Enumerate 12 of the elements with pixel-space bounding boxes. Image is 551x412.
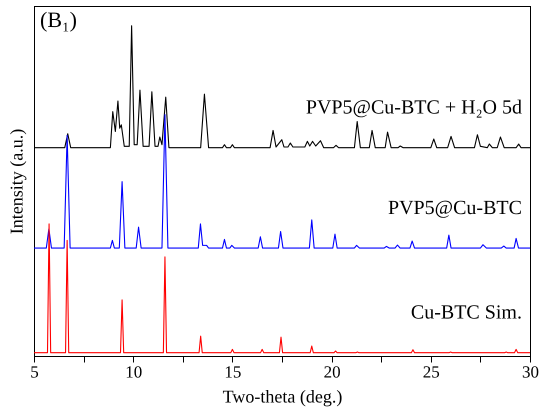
x-axis-title: Two-theta (deg.) xyxy=(222,386,342,406)
series-label: PVP5@Cu-BTC xyxy=(388,197,522,220)
x-tick-label: 15 xyxy=(224,362,242,382)
x-tick-label: 5 xyxy=(30,362,39,382)
chart-title: (B₁) xyxy=(40,7,77,32)
x-tick-label: 10 xyxy=(125,362,142,382)
y-axis-title: Intensity (a.u.) xyxy=(6,128,26,234)
series-label: Cu-BTC Sim. xyxy=(410,302,522,324)
series-label: PVP5@Cu-BTC + H₂O 5d xyxy=(306,96,522,119)
x-tick-label: 25 xyxy=(422,362,440,382)
x-tick-label: 20 xyxy=(324,362,341,382)
x-tick-label: 30 xyxy=(522,362,539,382)
